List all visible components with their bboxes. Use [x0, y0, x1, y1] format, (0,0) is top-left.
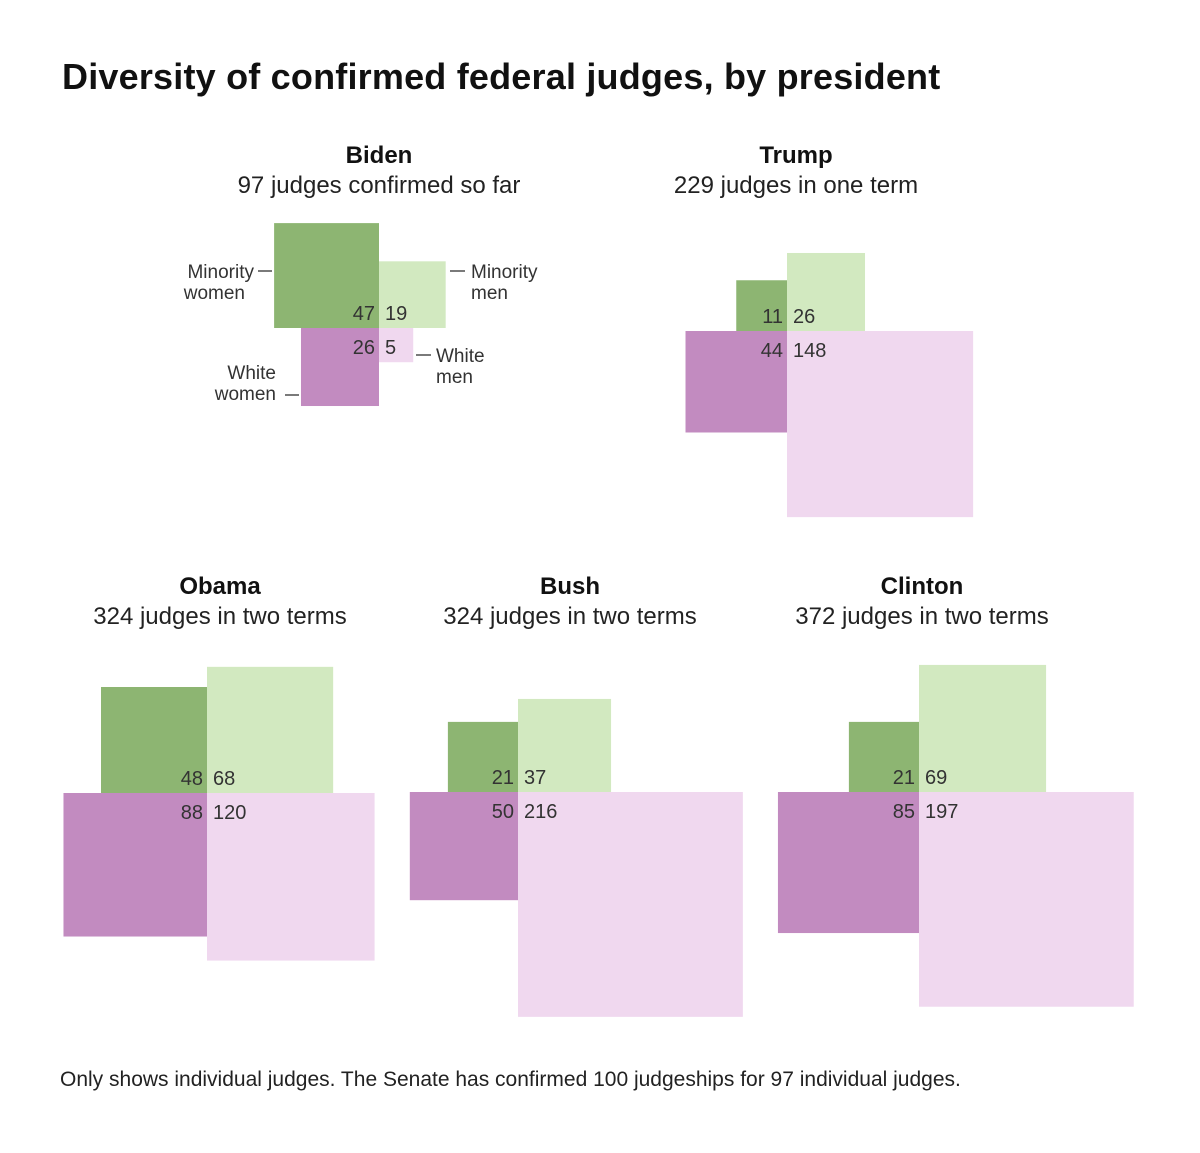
square-minority-men [919, 664, 1047, 792]
square-minority-men [379, 261, 446, 328]
square-minority-men [787, 252, 866, 331]
value-white-men: 216 [524, 801, 557, 823]
label-minority-women-line1: Minority [187, 262, 254, 283]
square-white-women [685, 331, 787, 433]
panel-bush: Bush 324 judges in two terms 21 37 50 216 [409, 573, 743, 1017]
value-minority-men: 26 [793, 306, 815, 328]
value-minority-women: 48 [181, 768, 203, 790]
president-subtitle: 97 judges confirmed so far [238, 172, 521, 199]
label-white-women-line1: White [227, 363, 276, 384]
value-minority-men: 37 [524, 767, 546, 789]
president-name: Clinton [881, 573, 964, 600]
panel-biden: Biden 97 judges confirmed so far 47 19 26 5 Mi… [183, 142, 538, 407]
label-minority-women-line2: women [183, 283, 245, 304]
value-white-women: 44 [761, 340, 783, 362]
square-white-women [777, 792, 919, 934]
panel-obama: Obama 324 judges in two terms 48 68 88 120 [63, 573, 375, 961]
footnote: Only shows individual judges. The Senate… [60, 1068, 961, 1091]
value-minority-men: 68 [213, 768, 235, 790]
president-subtitle: 324 judges in two terms [93, 603, 346, 630]
square-minority-women [447, 721, 518, 792]
value-white-men: 148 [793, 340, 826, 362]
value-minority-men: 69 [925, 767, 947, 789]
square-white-men [207, 793, 375, 961]
value-white-women: 50 [492, 801, 514, 823]
label-minority-men-line2: men [471, 283, 508, 304]
square-minority-women [274, 223, 379, 328]
panel-trump: Trump 229 judges in one term 11 26 44 148 [674, 142, 974, 518]
president-name: Bush [540, 573, 600, 600]
value-minority-men: 19 [385, 303, 407, 325]
square-white-men [379, 328, 414, 363]
value-white-women: 26 [353, 337, 375, 359]
value-minority-women: 47 [353, 303, 375, 325]
president-name: Obama [179, 573, 261, 600]
president-subtitle: 229 judges in one term [674, 172, 918, 199]
value-white-men: 5 [385, 337, 396, 359]
label-white-men-line2: men [436, 367, 473, 388]
value-white-women: 88 [181, 802, 203, 824]
square-minority-men [518, 698, 612, 792]
label-white-men-line1: White [436, 346, 485, 367]
president-subtitle: 324 judges in two terms [443, 603, 696, 630]
chart-title: Diversity of confirmed federal judges, b… [62, 56, 941, 97]
square-white-men [919, 792, 1134, 1007]
label-white-women-line2: women [214, 384, 276, 405]
square-minority-women [848, 721, 919, 792]
square-white-women [409, 792, 518, 901]
panel-clinton: Clinton 372 judges in two terms 21 69 85 197 [777, 573, 1134, 1007]
square-white-women [63, 793, 207, 937]
president-name: Biden [346, 142, 413, 169]
square-white-men [787, 331, 974, 518]
value-minority-women: 21 [492, 767, 514, 789]
square-minority-women [736, 280, 787, 331]
square-minority-men [207, 666, 334, 793]
value-white-women: 85 [893, 801, 915, 823]
value-minority-women: 11 [762, 306, 783, 328]
square-white-women [300, 328, 379, 407]
value-white-men: 197 [925, 801, 958, 823]
president-subtitle: 372 judges in two terms [795, 603, 1048, 630]
square-minority-women [100, 686, 207, 793]
label-minority-men-line1: Minority [471, 262, 538, 283]
president-name: Trump [759, 142, 832, 169]
square-white-men [518, 792, 743, 1017]
value-white-men: 120 [213, 802, 246, 824]
value-minority-women: 21 [893, 767, 915, 789]
